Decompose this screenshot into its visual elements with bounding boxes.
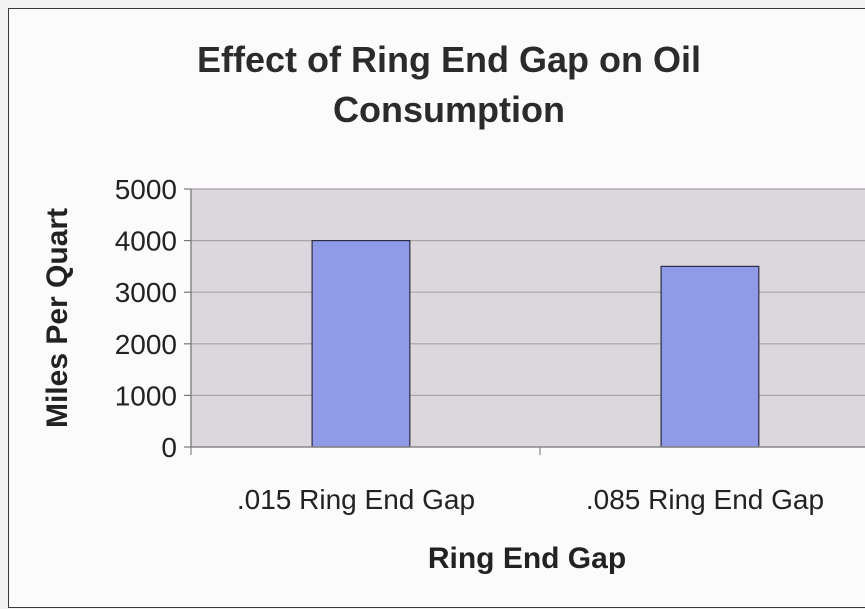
y-tick-label: 5000 xyxy=(115,174,177,205)
y-tick-label: 3000 xyxy=(115,277,177,308)
axes xyxy=(190,189,865,455)
y-tick-label: 2000 xyxy=(115,329,177,360)
y-tick-label: 4000 xyxy=(115,226,177,257)
bars xyxy=(311,240,760,448)
y-axis-title: Miles Per Quart xyxy=(41,208,74,428)
bar xyxy=(660,265,760,448)
x-axis-title: Ring End Gap xyxy=(428,542,626,575)
x-category-label: .085 Ring End Gap xyxy=(586,484,824,515)
y-tick-label: 1000 xyxy=(115,380,177,411)
chart-title-line-1: Effect of Ring End Gap on Oil xyxy=(197,39,701,80)
bar xyxy=(311,240,411,448)
y-tick-label: 0 xyxy=(161,432,177,463)
plot-area xyxy=(191,189,865,447)
y-tick-labels: 0 1000 2000 3000 4000 5000 xyxy=(115,174,191,463)
gridlines xyxy=(191,188,865,396)
x-category-label: .015 Ring End Gap xyxy=(237,484,475,515)
chart-svg: 0 1000 2000 3000 4000 5000 .015 Ring End Gap.… xyxy=(41,174,865,575)
chart-title-line-2: Consumption xyxy=(333,89,565,130)
chart-frame: Effect of Ring End Gap on Oil Consumptio… xyxy=(8,8,865,608)
x-category-labels: .015 Ring End Gap .085 Ring End Gap xyxy=(237,484,824,515)
